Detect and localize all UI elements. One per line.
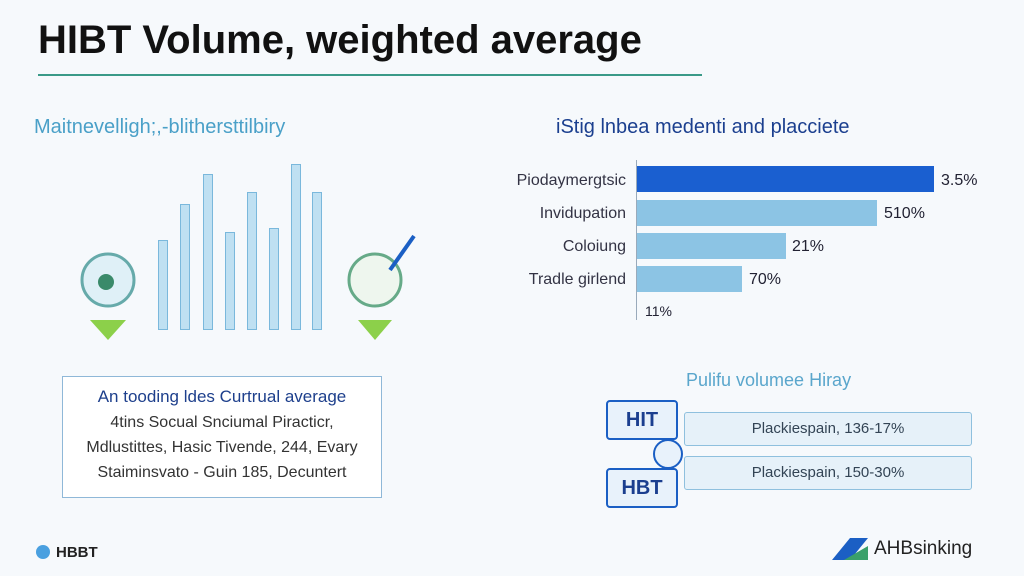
deco-bar <box>291 164 301 330</box>
info-line: Staiminsvato - Guin 185, Decuntert <box>97 464 347 481</box>
panel-title: Maitnevelligh;,-blithersttilbiry <box>34 116 286 138</box>
bar-value: 3.5% <box>941 172 978 189</box>
title-rule <box>38 74 702 76</box>
info-title: An tooding ldes Curtrual average <box>97 387 347 406</box>
bar <box>637 166 934 192</box>
bar-value: 510% <box>884 205 925 222</box>
chart-title: iStig lnbea medenti and placciete <box>556 116 850 138</box>
deco-bar <box>269 228 279 330</box>
bar <box>637 233 786 259</box>
panel-title: Pulifu volumee Hiray <box>686 370 852 390</box>
badge: HIT <box>606 400 678 440</box>
deco-bar <box>247 192 257 330</box>
page-title: HIBT Volume, weighted average <box>38 18 642 62</box>
footer-brand: AHBsinking <box>874 538 973 559</box>
bar <box>637 266 742 292</box>
bar-value: 11% <box>645 303 672 319</box>
bar <box>637 200 877 226</box>
footer-logo <box>832 538 868 560</box>
badge: HBT <box>606 468 678 508</box>
row-label: Coloiung <box>562 238 626 255</box>
illustration <box>347 234 416 340</box>
volume-row: Plackiespain, 136-17% <box>684 412 972 446</box>
footer-brand: HBBT <box>56 544 98 561</box>
info-line: 4tins Socual Snciumal Piracticr, <box>110 414 334 431</box>
connector-icon <box>653 439 683 469</box>
illustration <box>80 252 136 340</box>
row-label: Tradle girlend <box>528 271 626 288</box>
bar-value: 21% <box>792 238 825 255</box>
bar-value: 70% <box>749 271 782 288</box>
deco-bar <box>180 204 190 330</box>
deco-bar <box>225 232 235 330</box>
deco-bar <box>312 192 322 330</box>
info-box: An tooding ldes Curtrual average 4tins S… <box>62 376 382 498</box>
volume-row: Plackiespain, 150-30% <box>684 456 972 490</box>
axis-line <box>636 160 637 320</box>
deco-bar <box>203 174 213 330</box>
deco-bar <box>158 240 168 330</box>
footer-logo <box>36 545 50 559</box>
row-label: Invidupation <box>539 205 626 222</box>
row-label: Piodaymergtsic <box>516 172 626 189</box>
info-line: Mdlustittes, Hasic Tivende, 244, Evary <box>86 439 358 456</box>
